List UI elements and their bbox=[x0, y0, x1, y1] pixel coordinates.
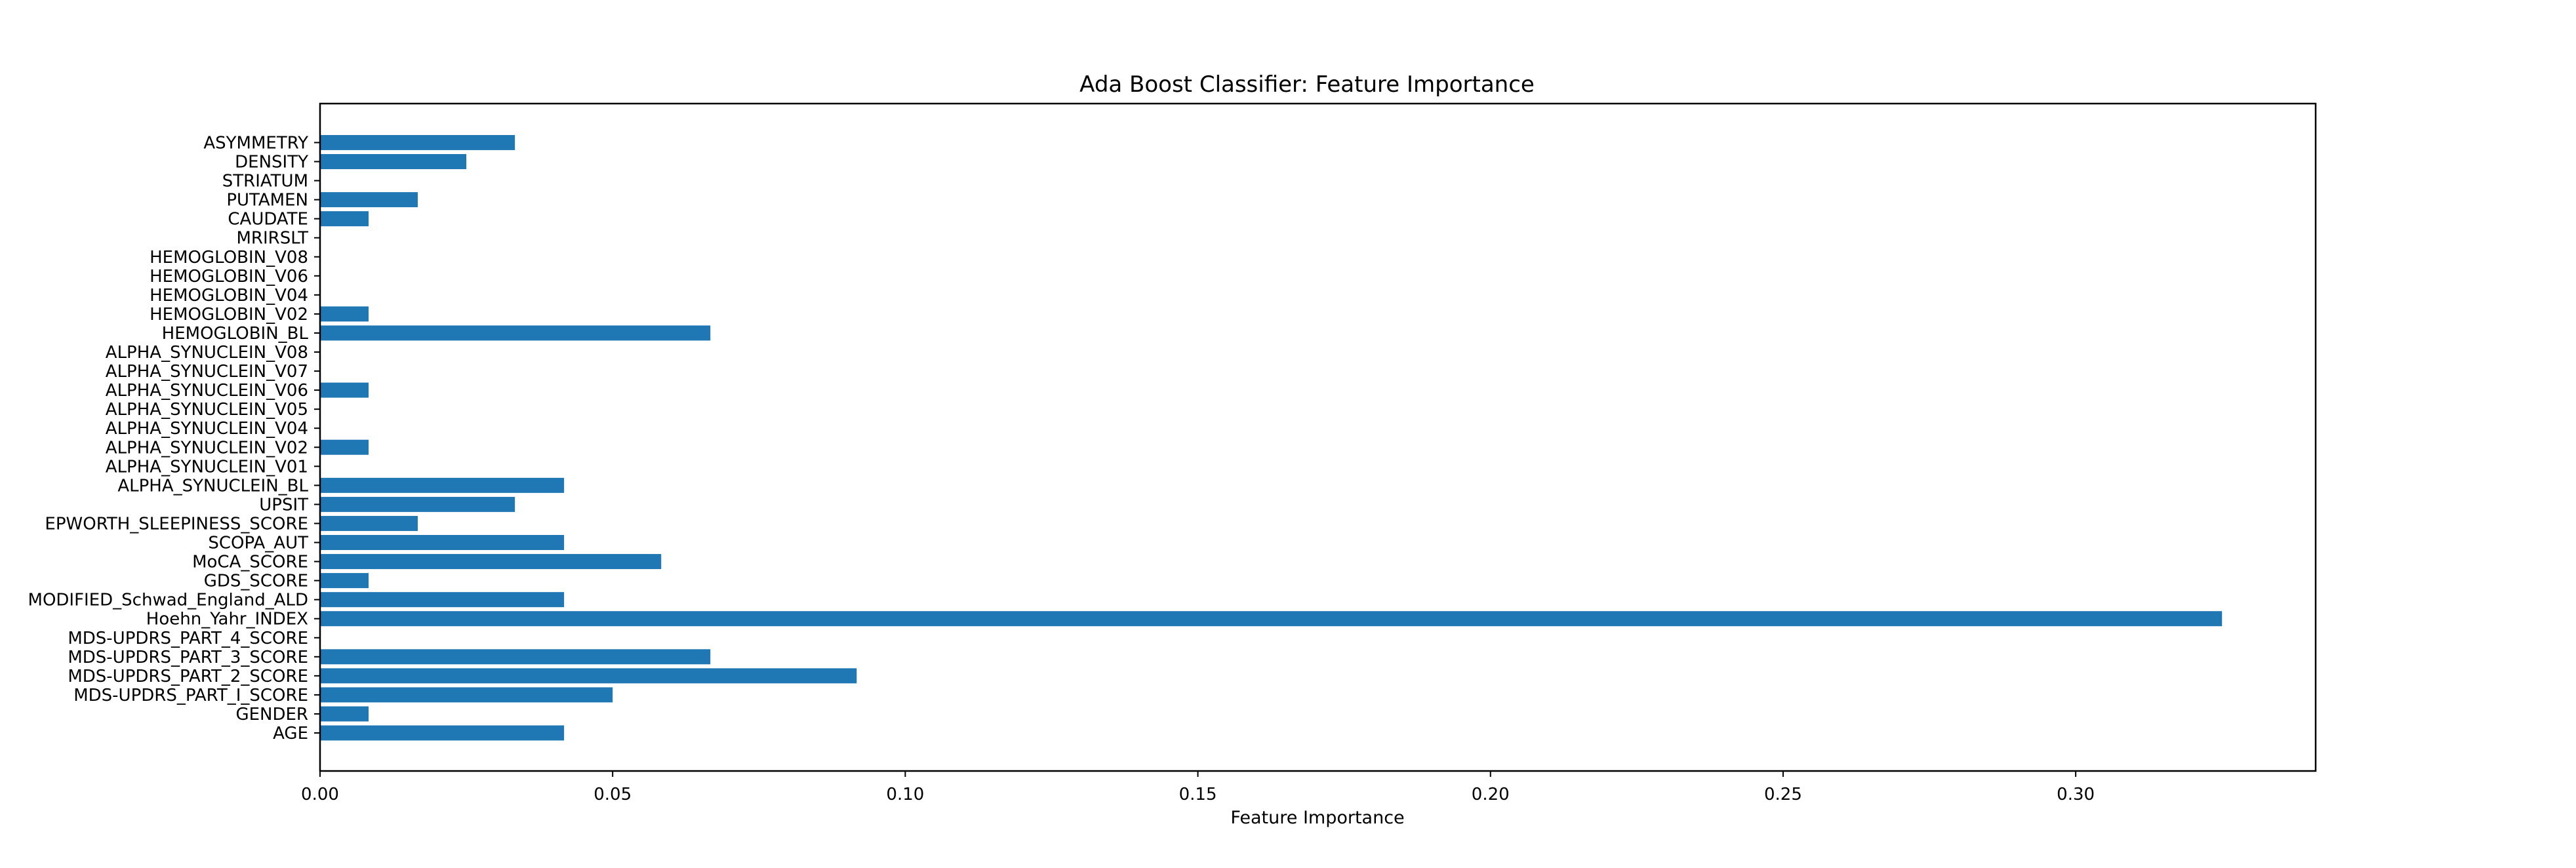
y-tick-label: MODIFIED_Schwad_England_ALD bbox=[28, 591, 308, 610]
bar-moca-score bbox=[320, 554, 662, 570]
y-tick-label: Hoehn_Yahr_INDEX bbox=[146, 610, 308, 629]
y-tick-label: PUTAMEN bbox=[226, 191, 308, 210]
y-tick-label: MDS-UPDRS_PART_4_SCORE bbox=[68, 629, 308, 648]
y-tick-label: ALPHA_SYNUCLEIN_V04 bbox=[106, 419, 308, 439]
y-tick-label: MDS-UPDRS_PART_3_SCORE bbox=[68, 648, 308, 667]
bar-caudate bbox=[320, 211, 369, 227]
bar-epworth-sleepiness-score bbox=[320, 515, 418, 531]
y-tick-label: ALPHA_SYNUCLEIN_V07 bbox=[106, 362, 308, 382]
x-axis-label: Feature Importance bbox=[1230, 808, 1404, 828]
y-tick-label: SCOPA_AUT bbox=[208, 534, 308, 553]
bar-mds-updrs-part-i-score bbox=[320, 687, 613, 703]
x-tick-label: 0.05 bbox=[594, 785, 632, 804]
y-axis-ticks: AGEGENDERMDS-UPDRS_PART_I_SCOREMDS-UPDRS… bbox=[28, 133, 320, 743]
x-axis-ticks: 0.00 0.05 0.10 0.15 0.20 0.25 0.30 bbox=[301, 771, 2095, 804]
y-tick-label: ASYMMETRY bbox=[203, 133, 308, 153]
y-tick-label: HEMOGLOBIN_V02 bbox=[150, 305, 308, 325]
y-tick-label: MDS-UPDRS_PART_2_SCORE bbox=[68, 667, 308, 686]
bar-hoehn-yahr-index bbox=[320, 611, 2223, 627]
plot-frame bbox=[319, 102, 2317, 772]
bar-gender bbox=[320, 706, 369, 722]
x-tick-label: 0.00 bbox=[301, 785, 339, 804]
y-tick-label: DENSITY bbox=[235, 153, 308, 172]
y-tick-label: ALPHA_SYNUCLEIN_V08 bbox=[106, 343, 308, 363]
bar-alpha-synuclein-v06 bbox=[320, 382, 369, 398]
bar-alpha-synuclein-bl bbox=[320, 477, 565, 493]
y-tick-label: HEMOGLOBIN_V08 bbox=[150, 248, 308, 267]
bar-density bbox=[320, 154, 467, 169]
x-tick-label: 0.25 bbox=[1764, 785, 1802, 804]
y-tick-label: HEMOGLOBIN_V06 bbox=[150, 267, 308, 286]
x-tick-label: 0.10 bbox=[886, 785, 924, 804]
y-tick-label: GENDER bbox=[235, 705, 308, 724]
y-tick-label: EPWORTH_SLEEPINESS_SCORE bbox=[45, 514, 308, 534]
y-tick-label: ALPHA_SYNUCLEIN_V01 bbox=[106, 457, 308, 477]
bar-modified-schwad-england-ald bbox=[320, 592, 565, 608]
y-tick-label: ALPHA_SYNUCLEIN_V05 bbox=[106, 400, 308, 420]
y-tick-label: ALPHA_SYNUCLEIN_V02 bbox=[106, 438, 308, 458]
bar-mds-updrs-part-2-score bbox=[320, 668, 857, 684]
bar-asymmetry bbox=[320, 134, 515, 150]
y-tick-label: HEMOGLOBIN_V04 bbox=[150, 286, 308, 306]
x-tick-label: 0.20 bbox=[1472, 785, 1510, 804]
bar-scopa-aut bbox=[320, 535, 565, 550]
y-tick-label: UPSIT bbox=[259, 495, 308, 515]
y-tick-label: STRIATUM bbox=[222, 172, 308, 191]
y-tick-label: CAUDATE bbox=[228, 210, 308, 229]
bar-alpha-synuclein-v02 bbox=[320, 439, 369, 455]
y-tick-label: ALPHA_SYNUCLEIN_V06 bbox=[106, 381, 308, 401]
bar-gds-score bbox=[320, 573, 369, 589]
y-tick-label: MDS-UPDRS_PART_I_SCORE bbox=[73, 686, 308, 705]
y-tick-label: MRIRSLT bbox=[236, 229, 308, 248]
y-tick-label: ALPHA_SYNUCLEIN_BL bbox=[117, 476, 308, 496]
bar-mds-updrs-part-3-score bbox=[320, 649, 711, 665]
x-tick-label: 0.30 bbox=[2057, 785, 2095, 804]
bar-putamen bbox=[320, 192, 418, 208]
y-tick-label: GDS_SCORE bbox=[204, 572, 308, 591]
bar-hemoglobin-bl bbox=[320, 325, 711, 341]
y-tick-label: AGE bbox=[273, 724, 308, 743]
chart-title: Ada Boost Classifier: Feature Importance bbox=[1079, 71, 1535, 98]
bars-layer bbox=[320, 134, 2223, 741]
bar-upsit bbox=[320, 496, 515, 512]
y-tick-label: MoCA_SCORE bbox=[192, 553, 308, 572]
x-tick-label: 0.15 bbox=[1179, 785, 1217, 804]
bar-hemoglobin-v02 bbox=[320, 306, 369, 322]
bar-age bbox=[320, 725, 565, 741]
y-tick-label: HEMOGLOBIN_BL bbox=[162, 324, 309, 344]
